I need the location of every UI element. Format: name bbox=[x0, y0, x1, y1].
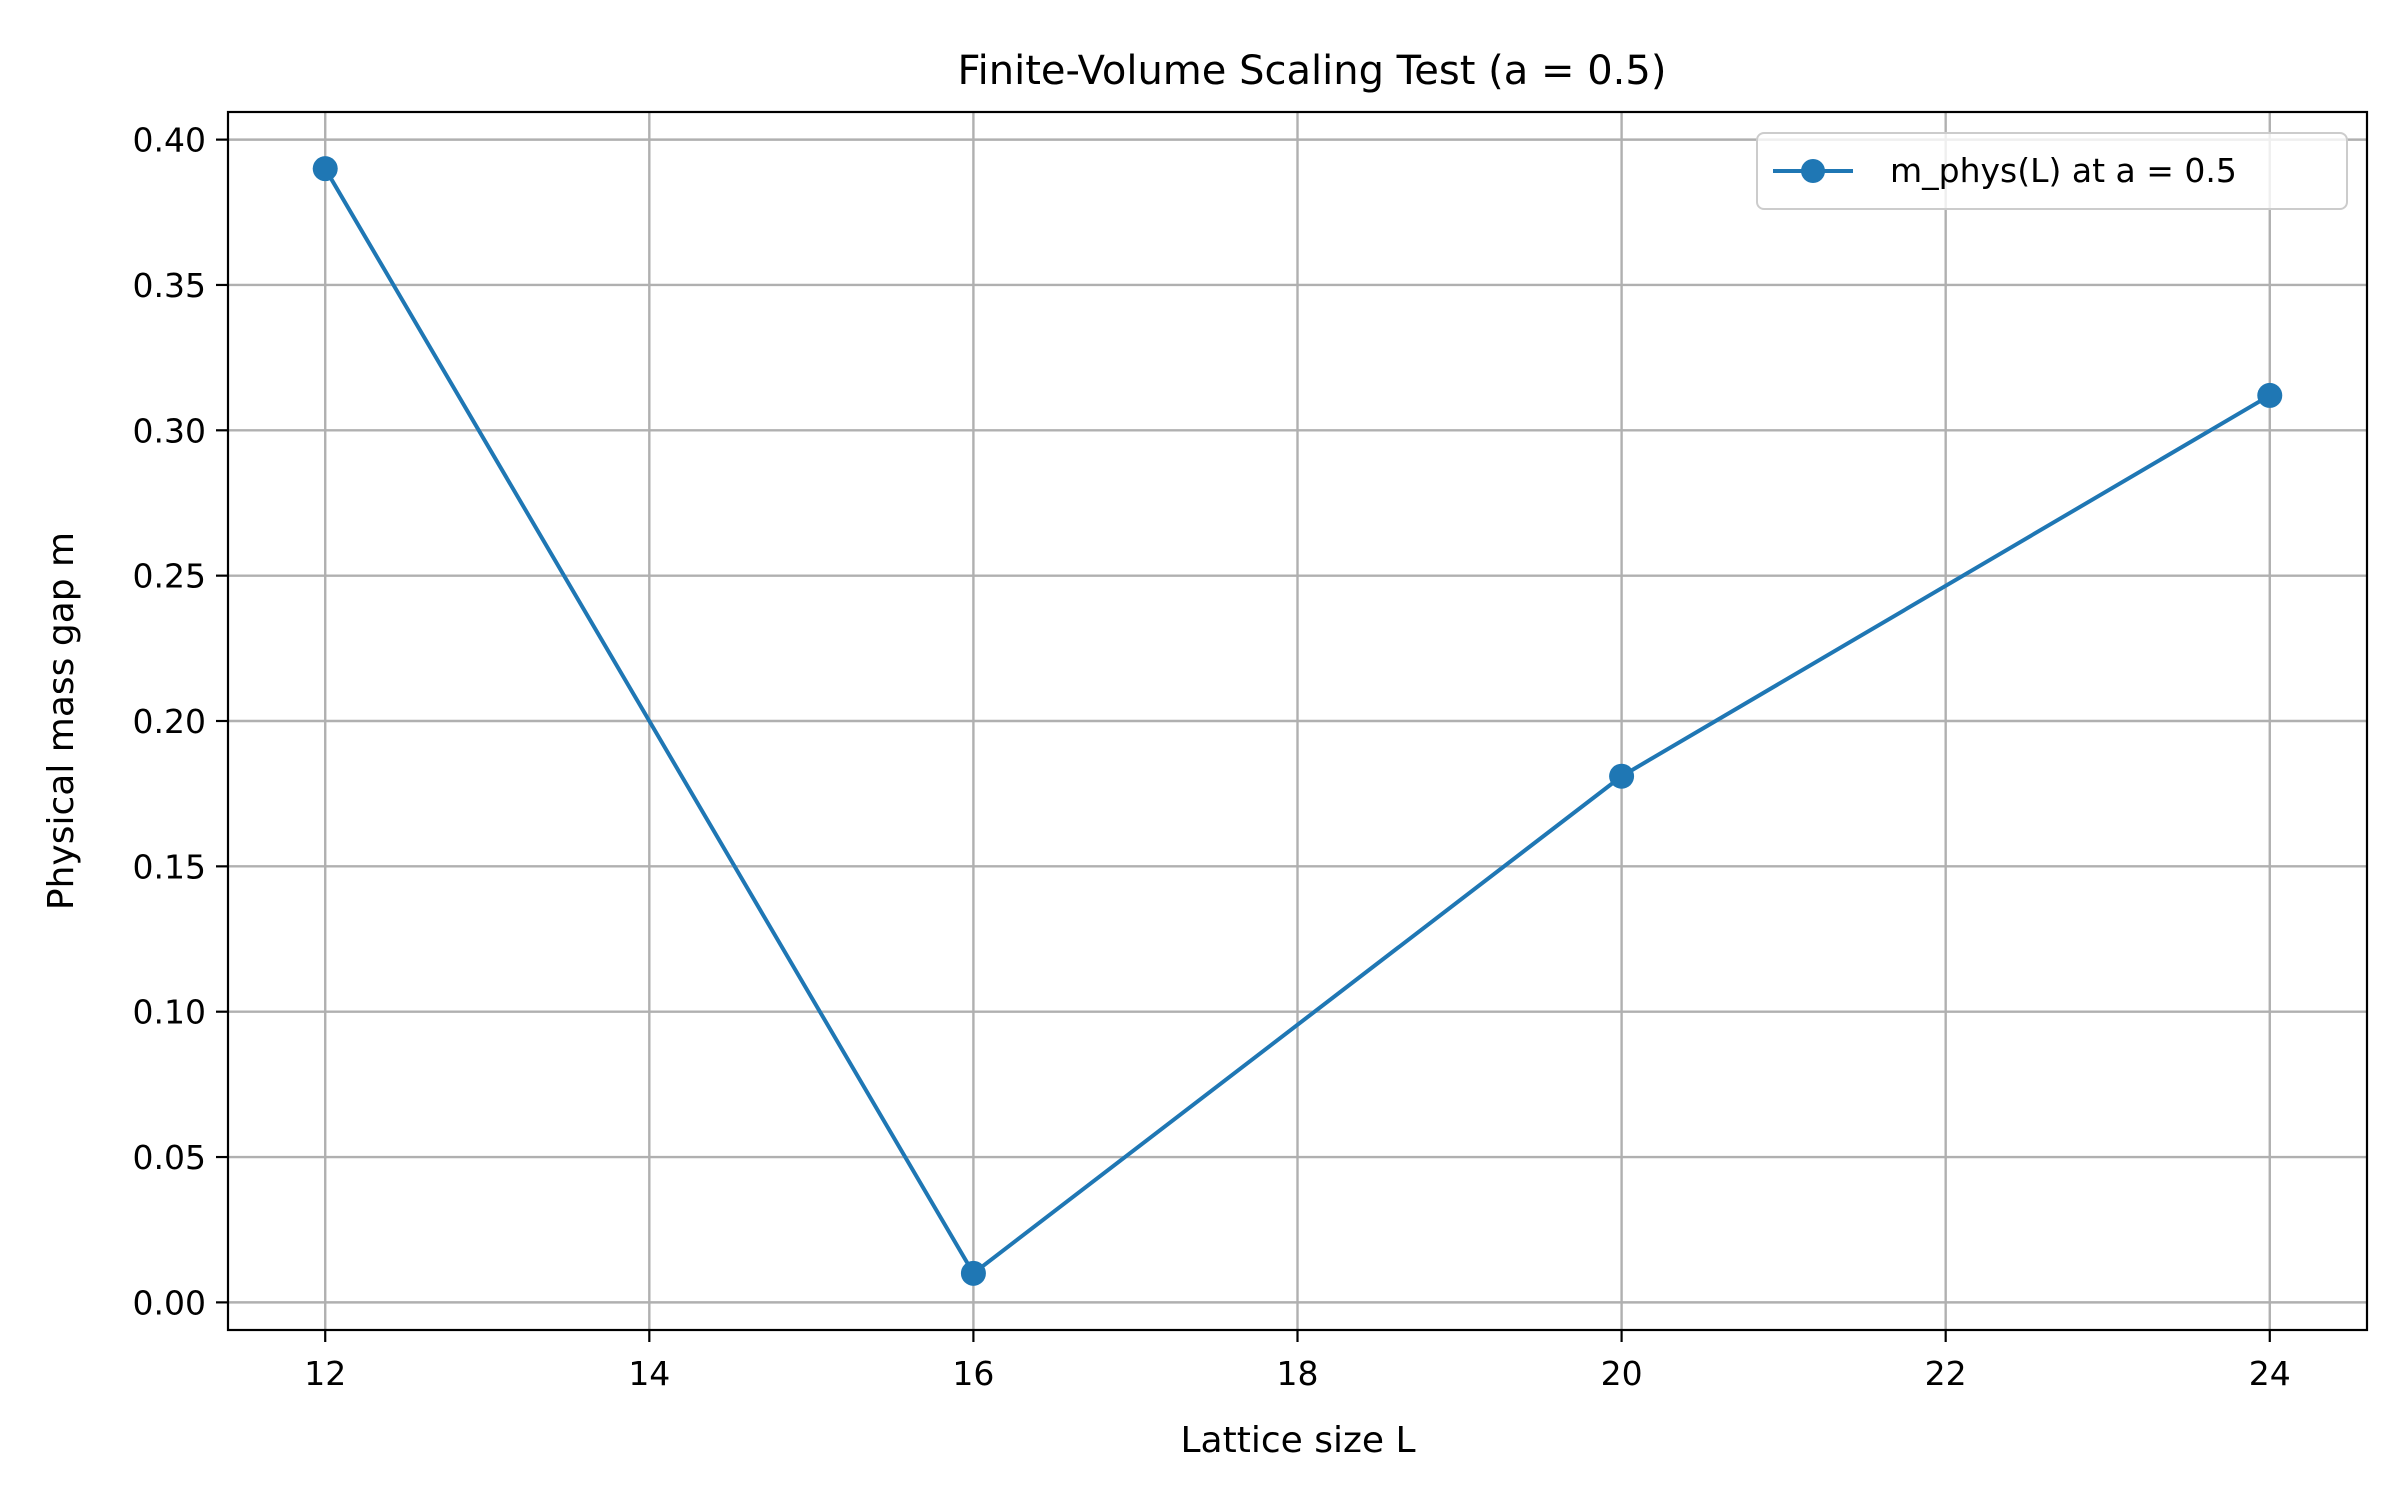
series-line bbox=[323, 166, 2272, 1276]
x-tick-label: 16 bbox=[952, 1354, 994, 1393]
x-tick-label: 24 bbox=[2249, 1354, 2291, 1393]
axes-frame bbox=[226, 110, 2369, 1332]
axis-ticks: 12 14 16 18 20 22 24 0.00 0.05 0.10 0.15 0.20 0.25 0.… bbox=[133, 121, 2291, 1393]
legend: m_phys(L) at a = 0.5 bbox=[1756, 132, 2348, 210]
data-point bbox=[2257, 382, 2283, 408]
legend-box bbox=[1756, 132, 2348, 210]
y-tick-label: 0.30 bbox=[133, 411, 206, 450]
series-group bbox=[312, 156, 2283, 1286]
y-tick-label: 0.05 bbox=[133, 1138, 206, 1177]
grid-lines bbox=[228, 112, 2367, 1330]
legend-marker-swatch bbox=[1801, 159, 1825, 183]
x-tick-label: 18 bbox=[1277, 1354, 1319, 1393]
data-point bbox=[960, 1260, 986, 1286]
x-axis-label: Lattice size L bbox=[1180, 1420, 1415, 1461]
legend-label: m_phys(L) at a = 0.5 bbox=[1890, 151, 2237, 190]
y-tick-label: 0.25 bbox=[133, 557, 206, 596]
y-tick-label: 0.35 bbox=[133, 266, 206, 305]
y-tick-label: 0.15 bbox=[133, 847, 206, 886]
y-tick-label: 0.20 bbox=[133, 702, 206, 741]
x-tick-label: 22 bbox=[1925, 1354, 1967, 1393]
x-tick-label: 20 bbox=[1601, 1354, 1643, 1393]
x-tick-label: 14 bbox=[628, 1354, 670, 1393]
y-tick-label: 0.40 bbox=[133, 121, 206, 160]
data-point bbox=[312, 156, 338, 182]
y-tick-label: 0.10 bbox=[133, 993, 206, 1032]
data-point bbox=[1609, 763, 1635, 789]
y-tick-label: 0.00 bbox=[133, 1283, 206, 1322]
chart-title: Finite-Volume Scaling Test (a = 0.5) bbox=[958, 48, 1667, 94]
x-tick-label: 12 bbox=[304, 1354, 346, 1393]
y-axis-label: Physical mass gap m bbox=[41, 532, 82, 910]
